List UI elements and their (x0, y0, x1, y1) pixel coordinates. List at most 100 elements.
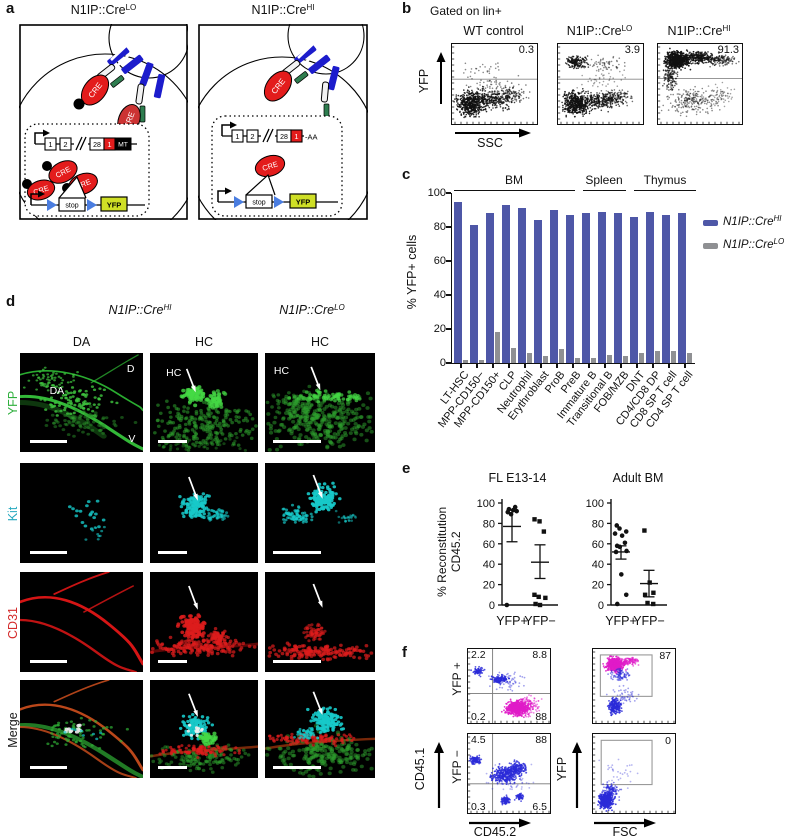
cre-protein-nuclear: CRE (254, 154, 286, 178)
micro-image-r3c1 (150, 680, 258, 778)
panel-a-title-lo-sup: LO (125, 3, 137, 12)
micro-image-r2c2 (265, 572, 375, 672)
lox-stop-yfp-reporter: stop YFP (30, 175, 145, 212)
group-label-spleen: Spleen (585, 173, 623, 187)
x-tick (684, 364, 686, 368)
micro-label-DA: DA (49, 384, 65, 397)
excision-loop (58, 175, 87, 199)
bar-crelo-7 (574, 357, 580, 363)
bar-crelo-11 (638, 352, 644, 363)
panel-a-title-lo-base: N1IP::Cre (70, 3, 126, 17)
scale-bar (272, 551, 322, 554)
y-tick-label: 20 (433, 322, 446, 335)
notch1-locus-construct: 1 2 28 1 -AA (221, 121, 318, 144)
cell-outline (19, 53, 188, 220)
x-tick (652, 364, 654, 368)
bar-crehi-1 (470, 225, 478, 363)
bar-crelo-14 (686, 352, 692, 363)
micro-label-HC: HC (273, 364, 290, 377)
panel-a-title-hi-sup: HI (306, 3, 315, 12)
bar-crelo-8 (590, 357, 596, 363)
svg-text:YFP: YFP (107, 201, 122, 210)
panel-e-letter: e (402, 460, 411, 477)
group-label-bm: BM (505, 173, 523, 187)
panel-d-col-label-da: DA (72, 335, 91, 349)
svg-text:-AA: -AA (305, 133, 318, 142)
scale-bar (272, 660, 322, 663)
svg-text:1: 1 (48, 140, 52, 149)
flow-plot-yfp-neg-fsc: 0 (592, 733, 676, 814)
fsc-axis-arrow-icon (594, 818, 656, 828)
flow-plot-yfp-pos: 2.2 8.8 0.2 88 (467, 648, 551, 724)
panel-d-header-crehi: N1IP::CreHI (108, 303, 172, 317)
y-tick (446, 226, 451, 228)
x-tick (668, 364, 670, 368)
bar-crelo-2 (494, 332, 500, 363)
promoter-arrow-icon (43, 129, 50, 137)
excision-loop (245, 173, 276, 196)
micro-image-r0c0: DA D V (20, 353, 143, 452)
row-label-yfp: YFP (6, 390, 20, 416)
svg-text:2: 2 (63, 140, 67, 149)
scale-bar (29, 660, 67, 663)
bar-crehi-10 (614, 213, 622, 363)
group-label-thymus: Thymus (643, 173, 687, 187)
bar-crelo-5 (542, 356, 548, 363)
axis-label-yfp-f: YFP (555, 756, 569, 782)
svg-text:1: 1 (235, 132, 239, 141)
micro-image-r3c0 (20, 680, 143, 778)
axis-label-fsc: FSC (612, 825, 638, 839)
bar-crelo-6 (558, 349, 564, 363)
legend-swatch-crelo (703, 243, 718, 249)
bar-crelo-10 (622, 356, 628, 363)
micro-image-r1c0 (20, 463, 143, 563)
y-tick (446, 328, 451, 330)
flow-plot-yfp-pos-fsc: 87 (592, 648, 676, 724)
x-tick (492, 364, 494, 368)
flow-plot-crehi: 91.3 (657, 43, 743, 125)
micro-label-HC: HC (166, 366, 182, 379)
legend-label-crelo: N1IP::CreLO (723, 237, 785, 251)
gate-percentage: 91.3 (717, 44, 739, 56)
quadrant-value: 0.3 (471, 801, 486, 813)
y-tick-label: 60 (433, 254, 446, 267)
cell-diagram-crelo: CRE CRE 1 2 28 1 MT (19, 24, 188, 220)
bar-crehi-4 (518, 208, 526, 363)
micro-image-r0c1: HC (150, 353, 258, 452)
quadrant-value: 8.8 (532, 649, 547, 661)
bar-crehi-9 (598, 211, 606, 363)
row-label-merge: Merge (6, 712, 20, 748)
y-axis-arrow-icon (436, 52, 446, 104)
lox-stop-yfp-reporter: stop YFP (217, 173, 338, 209)
scale-bar (157, 660, 187, 663)
y-tick (446, 192, 451, 194)
y-tick-label: 100 (427, 186, 446, 199)
cre-protein-membrane: CRE (80, 74, 110, 106)
micro-image-r1c2 (265, 463, 375, 563)
scale-bar (272, 440, 322, 443)
micro-image-r1c1 (150, 463, 258, 563)
x-tick (508, 364, 510, 368)
flow-plot-crelo: 3.9 (557, 43, 644, 125)
adaptor-dot (73, 98, 85, 110)
bar-crelo-1 (478, 359, 484, 363)
notch-ligand-bars (294, 42, 340, 91)
panel-d-letter: d (6, 293, 16, 310)
svg-text:stop: stop (252, 200, 265, 207)
micro-image-r2c1 (150, 572, 258, 672)
bar-crehi-8 (582, 213, 590, 363)
y-tick-label: 80 (433, 220, 446, 233)
bar-chart-x-axis (451, 363, 695, 364)
adjacent-cell-outline (108, 24, 188, 79)
bar-crelo-12 (654, 351, 660, 363)
bar-crelo-9 (606, 354, 612, 363)
bar-chart-y-axis (451, 193, 452, 363)
loxp-triangle-icon (274, 196, 284, 208)
bar-crehi-14 (678, 213, 686, 363)
scale-bar (157, 440, 187, 443)
flow-plot-yfp-neg: 4.5 88 0.3 6.5 (467, 733, 551, 814)
bar-crehi-6 (550, 210, 558, 363)
quadrant-value: 6.5 (532, 801, 547, 813)
cd45-2-axis-arrow-icon (469, 818, 531, 828)
